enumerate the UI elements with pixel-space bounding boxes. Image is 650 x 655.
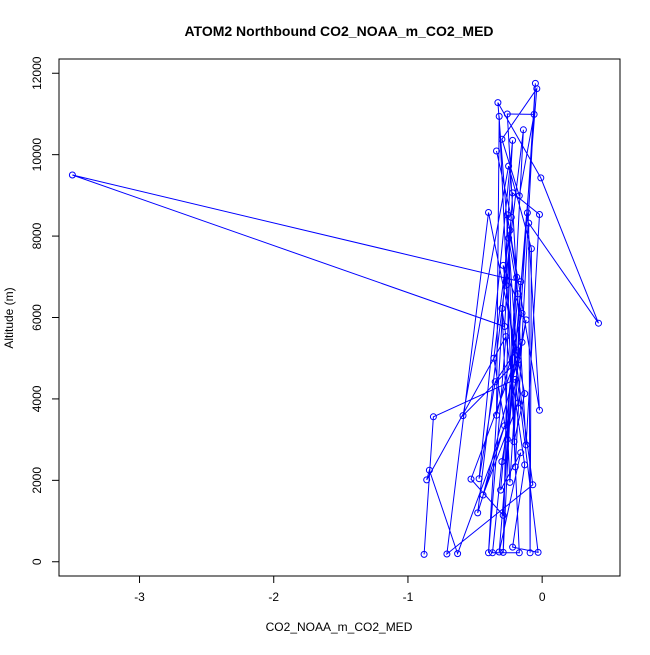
data-point-45 — [525, 219, 533, 227]
y-tick-label-1: 2000 — [30, 467, 44, 494]
data-point-38 — [515, 549, 523, 557]
data-point-10 — [479, 491, 487, 499]
data-point-65 — [485, 209, 492, 216]
data-point-35 — [513, 346, 521, 354]
x-axis: -3 -2 -1 0 — [134, 575, 546, 604]
data-point-62 — [511, 375, 519, 383]
y-tick-label-5: 10000 — [30, 138, 44, 172]
x-tick-label-1: -2 — [268, 590, 279, 604]
y-tick-label-2: 4000 — [30, 385, 44, 412]
data-point-32 — [509, 136, 517, 144]
data-point-11 — [485, 549, 492, 557]
data-point-58 — [68, 171, 76, 179]
data-point-36 — [514, 356, 522, 364]
data-point-19 — [498, 458, 506, 466]
data-point-54 — [536, 406, 543, 414]
data-point-2 — [425, 466, 433, 474]
data-point-55 — [537, 174, 545, 182]
data-point-71 — [505, 234, 513, 242]
data-point-0 — [420, 550, 428, 558]
y-tick-label-4: 8000 — [30, 222, 44, 249]
y-tick-label-3: 6000 — [30, 304, 44, 331]
data-point-34 — [511, 463, 519, 471]
y-axis-label: Altitude (m) — [2, 287, 16, 348]
data-point-43 — [522, 316, 530, 324]
y-axis: 0 2000 4000 6000 8000 10000 12000 — [30, 56, 60, 565]
data-point-60 — [495, 548, 503, 556]
data-point-33 — [510, 438, 518, 446]
data-point-22 — [499, 511, 507, 519]
data-point-1 — [429, 413, 437, 421]
data-point-44 — [523, 209, 531, 217]
data-point-37 — [514, 290, 522, 298]
data-point-29 — [506, 226, 514, 234]
data-point-17 — [495, 112, 503, 120]
data-point-52 — [534, 548, 542, 556]
x-tick-label-0: -3 — [134, 590, 145, 604]
data-point-5 — [454, 550, 462, 558]
data-point-3 — [423, 476, 431, 484]
data-point-73 — [503, 435, 511, 443]
series-line-0 — [72, 83, 599, 556]
data-point-24 — [502, 333, 510, 341]
data-point-41 — [519, 126, 527, 134]
y-tick-label-0: 0 — [30, 558, 44, 565]
data-point-39 — [517, 449, 525, 457]
data-point-72 — [513, 273, 521, 281]
data-point-64 — [506, 478, 514, 486]
data-point-49 — [530, 110, 538, 118]
data-point-63 — [518, 309, 526, 317]
data-point-74 — [515, 192, 523, 200]
y-tick-label-6: 12000 — [30, 56, 44, 90]
data-point-9 — [475, 475, 483, 483]
data-point-67 — [521, 390, 529, 398]
data-point-70 — [522, 441, 530, 449]
data-point-56 — [595, 319, 602, 327]
data-point-48 — [529, 481, 537, 489]
data-point-53 — [536, 211, 543, 218]
data-point-21 — [499, 548, 507, 556]
data-point-18 — [497, 486, 505, 494]
data-point-15 — [493, 411, 500, 419]
x-tick-label-2: -1 — [403, 590, 414, 604]
x-tick-label-3: 0 — [539, 590, 546, 604]
data-point-25 — [502, 281, 510, 289]
data-point-40 — [518, 338, 526, 346]
data-point-51 — [533, 85, 541, 93]
data-point-57 — [517, 278, 525, 286]
data-point-20 — [498, 135, 506, 143]
data-point-16 — [494, 99, 502, 107]
data-point-31 — [509, 543, 517, 551]
data-point-7 — [467, 475, 475, 483]
data-point-47 — [527, 245, 535, 253]
data-point-46 — [526, 549, 534, 557]
data-point-27 — [503, 110, 511, 118]
data-point-28 — [505, 162, 513, 170]
data-point-6 — [459, 412, 467, 420]
data-point-13 — [490, 354, 498, 362]
data-point-4 — [443, 550, 451, 558]
data-point-14 — [491, 378, 499, 386]
data-point-23 — [501, 422, 509, 430]
data-point-75 — [493, 147, 500, 155]
data-point-8 — [474, 509, 482, 517]
data-point-30 — [507, 213, 515, 221]
chart-title: ATOM2 Northbound CO2_NOAA_m_CO2_MED — [184, 23, 493, 39]
data-point-66 — [514, 399, 522, 407]
x-axis-label: CO2_NOAA_m_CO2_MED — [266, 620, 413, 634]
data-point-69 — [498, 305, 506, 312]
data-point-68 — [509, 189, 517, 197]
data-point-61 — [499, 261, 507, 269]
series-layer — [68, 79, 602, 558]
data-point-12 — [489, 549, 496, 557]
data-point-42 — [521, 461, 529, 469]
data-point-59 — [501, 323, 509, 330]
